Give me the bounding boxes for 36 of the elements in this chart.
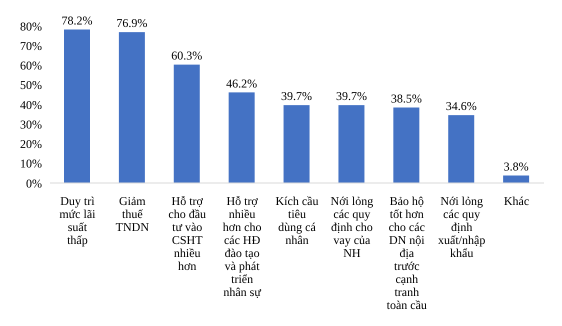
y-tick-label: 10% bbox=[20, 156, 42, 171]
data-label: 34.6% bbox=[446, 99, 477, 114]
x-tick-label: Hỗ trợ cho đầu tư vào CSHT nhiều hơn bbox=[168, 194, 206, 273]
bar bbox=[64, 30, 90, 183]
data-label: 46.2% bbox=[226, 76, 258, 90]
bar bbox=[448, 115, 474, 183]
x-tick-label: Hỗ trợ nhiều hơn cho các HĐ đào tạo và phát triển nhân sự bbox=[222, 194, 262, 299]
data-label: 76.9% bbox=[116, 16, 148, 30]
x-tick-label: Nới lỏng các quy định cho vay của NH bbox=[330, 194, 374, 260]
data-label: 39.7% bbox=[281, 89, 312, 104]
data-label: 60.3% bbox=[171, 48, 202, 63]
data-label: 39.7% bbox=[336, 89, 367, 104]
y-tick-label: 20% bbox=[20, 137, 42, 152]
bar bbox=[338, 105, 364, 183]
y-tick-label: 0% bbox=[26, 176, 42, 190]
x-tick-label: Duy trì mức lãi suất thấp bbox=[59, 194, 96, 247]
y-tick-label: 70% bbox=[20, 38, 42, 53]
data-label: 78.2% bbox=[62, 14, 92, 28]
y-tick-label: 30% bbox=[20, 117, 42, 132]
bar bbox=[118, 32, 145, 183]
x-tick-label: Kích cầu tiêu dùng cá nhân bbox=[276, 194, 318, 247]
bar bbox=[393, 107, 420, 183]
y-tick-label: 80% bbox=[20, 19, 42, 34]
x-tick-label: Khác bbox=[504, 194, 530, 208]
bar bbox=[174, 64, 200, 183]
x-tick-label: Nới lỏng các quy định xuất/nhập khẩu bbox=[438, 194, 486, 260]
category-label: Bảo hộ tốt hơn cho các DN nội địa trước cạnh tranh toàn cầu bbox=[386, 194, 427, 312]
bar bbox=[284, 105, 310, 183]
y-tick-label: 40% bbox=[20, 98, 42, 112]
bar bbox=[228, 92, 255, 183]
data-label: 3.8% bbox=[504, 160, 529, 174]
y-tick-label: 60% bbox=[20, 58, 42, 73]
data-label: 38.5% bbox=[390, 91, 422, 106]
bar bbox=[503, 176, 530, 183]
x-tick-label: Giảm thuế TNDN bbox=[116, 194, 150, 234]
y-tick-label: 50% bbox=[20, 78, 42, 92]
